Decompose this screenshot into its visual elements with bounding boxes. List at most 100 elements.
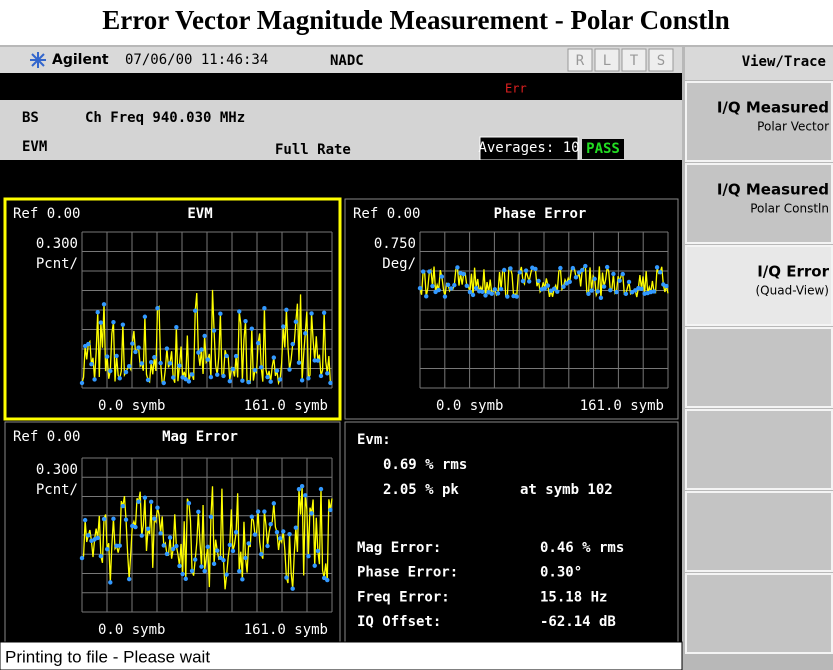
trace-dot xyxy=(255,340,261,346)
trace-dot xyxy=(82,517,88,523)
trace-dot xyxy=(592,276,597,282)
trace-dot xyxy=(277,377,283,382)
softkey[interactable] xyxy=(685,573,833,654)
panel[interactable] xyxy=(3,197,342,421)
trace-dot xyxy=(227,542,232,548)
trace-dot xyxy=(221,373,226,379)
trace-dot xyxy=(123,517,129,522)
trace-dot xyxy=(174,543,179,549)
trace-dot xyxy=(233,529,239,535)
trace-dot xyxy=(589,288,594,293)
trace-dot xyxy=(142,314,148,319)
trace-dot xyxy=(502,267,507,273)
trace-dot xyxy=(542,286,547,291)
trace-dot xyxy=(287,531,292,537)
trace-dot xyxy=(281,324,286,329)
trace-dot xyxy=(193,308,198,313)
trace-dot xyxy=(623,291,629,297)
trace-dot xyxy=(164,346,170,351)
trace-dot xyxy=(230,548,236,554)
trace-dot xyxy=(290,586,295,591)
pass-box xyxy=(582,139,624,159)
trace-dot xyxy=(620,271,625,277)
trace-dot xyxy=(526,279,532,284)
trace-dot xyxy=(325,371,330,376)
trace-dot xyxy=(489,291,494,296)
softkey[interactable] xyxy=(685,81,833,162)
trace-dot xyxy=(117,543,122,548)
trace-dot xyxy=(626,279,632,285)
trace-dot xyxy=(158,531,163,536)
trace-dot xyxy=(551,286,557,291)
trace-dot xyxy=(268,379,273,384)
softkey[interactable] xyxy=(685,245,833,326)
trace-dot xyxy=(464,283,469,289)
panel-ref: Ref 0.00 xyxy=(13,429,80,445)
trace-dot xyxy=(243,319,248,324)
trace-dot xyxy=(123,369,129,375)
menu-title: View/Trace xyxy=(742,54,826,70)
trace-dot xyxy=(95,310,100,315)
trace-dot xyxy=(240,378,245,383)
trace-dot xyxy=(252,532,258,537)
trace-dot xyxy=(148,359,154,365)
trace-dot xyxy=(218,311,223,316)
trace-dot xyxy=(224,572,229,577)
trace-dot xyxy=(189,568,195,574)
indicator: T xyxy=(630,53,639,69)
indicator: R xyxy=(576,53,585,69)
info-text: Full Rate xyxy=(275,142,351,158)
trace-dot xyxy=(445,282,451,288)
trace-dot xyxy=(205,544,210,550)
trace-dot xyxy=(290,341,295,347)
summary-heading: Evm: xyxy=(357,432,391,448)
x-start: 0.0 symb xyxy=(98,398,165,414)
trace-dot xyxy=(271,355,277,360)
trace-dot xyxy=(277,536,283,541)
trace-dot xyxy=(654,265,660,270)
softkey[interactable] xyxy=(685,163,833,244)
grid xyxy=(81,457,333,613)
summary-rms: 0.69 % rms xyxy=(383,457,467,473)
trace-dot xyxy=(142,495,148,500)
trace-dot xyxy=(293,319,299,324)
trace-dot xyxy=(262,306,267,311)
trace-dot xyxy=(114,543,119,549)
trace-dot xyxy=(601,284,607,289)
trace xyxy=(81,486,333,590)
trace-dot xyxy=(255,509,261,514)
softkey[interactable] xyxy=(685,491,833,572)
trace-dot xyxy=(158,360,163,366)
trace-dot xyxy=(328,380,333,386)
trace-dot xyxy=(567,279,572,285)
trace-dot xyxy=(111,516,116,522)
trace-dot xyxy=(473,285,479,291)
trace-dot xyxy=(467,289,473,295)
summary-value: 0.30° xyxy=(540,565,582,581)
trace-dot xyxy=(604,264,610,270)
trace-dot xyxy=(442,294,448,299)
trace-dot xyxy=(174,325,179,330)
trace-dot xyxy=(167,361,173,366)
softkey[interactable] xyxy=(685,327,833,408)
trace-dot xyxy=(161,543,166,548)
trace-dot xyxy=(576,270,582,275)
trace-dot xyxy=(555,289,560,294)
trace-dot xyxy=(211,328,217,333)
trace-dot xyxy=(452,282,457,288)
softkey[interactable] xyxy=(685,409,833,490)
trace-dot xyxy=(224,353,229,359)
panel[interactable] xyxy=(344,198,679,420)
trace-dot xyxy=(230,366,236,372)
trace-dot xyxy=(284,307,289,312)
indicator: S xyxy=(657,53,665,69)
trace-dot xyxy=(505,294,510,299)
trace-dot xyxy=(104,546,110,552)
trace-dot xyxy=(145,377,151,383)
trace-dot xyxy=(608,287,613,293)
indicator: L xyxy=(603,53,611,69)
trace-dot xyxy=(325,577,330,583)
indicator-box xyxy=(621,48,647,72)
softkey-sub: Polar Constln xyxy=(750,202,829,216)
info-text: Ch Freq 940.030 MHz xyxy=(85,110,245,126)
